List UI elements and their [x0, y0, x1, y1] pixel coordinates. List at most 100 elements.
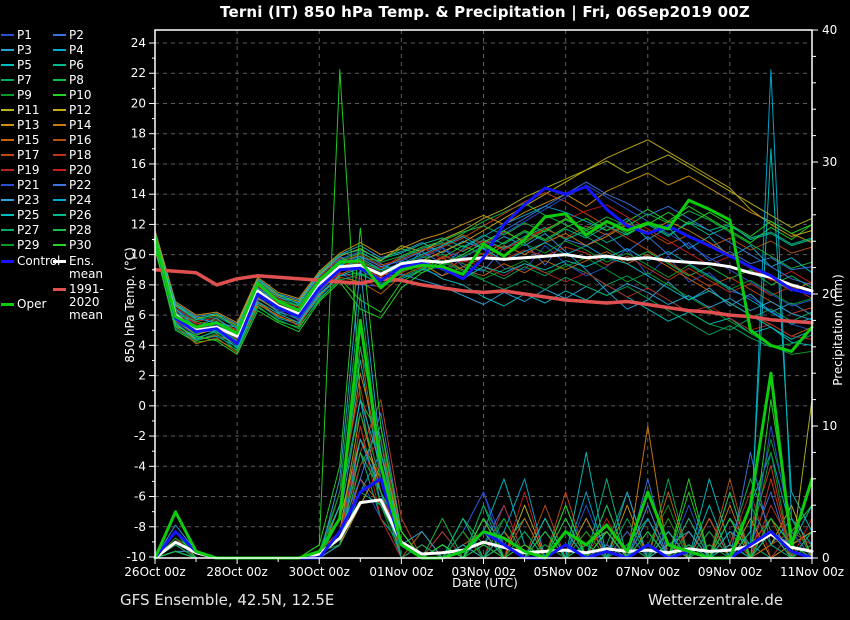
chart-title: Terni (IT) 850 hPa Temp. & Precipitation…	[220, 3, 750, 21]
legend-label: P18	[69, 148, 92, 162]
legend-label: P12	[69, 103, 92, 117]
date-tick-label: 09Nov 00z	[698, 565, 762, 579]
legend-label: P26	[69, 208, 92, 222]
legend-label: Oper	[17, 297, 47, 311]
precip-tick-label: 20	[822, 287, 837, 301]
legend-item-p19: P19	[1, 164, 40, 177]
legend-label: P20	[69, 163, 92, 177]
member-temp-P15	[154, 240, 813, 354]
temp-tick-label: -4	[134, 459, 146, 473]
legend-swatch	[1, 64, 14, 66]
legend-label: P30	[69, 238, 92, 252]
legend-swatch	[53, 79, 66, 81]
legend-swatch	[53, 288, 66, 291]
legend-item-p30: P30	[53, 239, 92, 252]
legend-label: P22	[69, 178, 92, 192]
legend-label: P6	[69, 58, 84, 72]
legend-item-ens-mean: Ens. mean	[53, 255, 118, 281]
legend-label: P14	[69, 118, 92, 132]
member-temp-P25	[154, 240, 813, 349]
legend-label: P7	[17, 73, 32, 87]
legend-swatch	[53, 94, 66, 96]
legend-swatch	[53, 229, 66, 231]
legend-label: P9	[17, 88, 32, 102]
control-temp-line	[153, 185, 814, 346]
legend-label: P15	[17, 133, 40, 147]
legend-label: P3	[17, 43, 32, 57]
legend-label: P27	[17, 223, 40, 237]
legend-swatch	[53, 64, 66, 66]
legend-label: P17	[17, 148, 40, 162]
legend-item-p7: P7	[1, 74, 32, 87]
legend-item-control: Control	[1, 255, 60, 268]
temp-tick-label: 18	[131, 127, 146, 141]
legend-item-p11: P11	[1, 104, 40, 117]
legend-item-p16: P16	[53, 134, 92, 147]
legend-label: P5	[17, 58, 32, 72]
legend-swatch	[53, 34, 66, 36]
legend-item-p1: P1	[1, 29, 32, 42]
legend-item-p9: P9	[1, 89, 32, 102]
legend-swatch	[53, 49, 66, 51]
member-temp-P12	[154, 139, 813, 342]
legend-swatch	[1, 49, 14, 51]
temp-tick-label: 0	[138, 399, 146, 413]
legend-item-p23: P23	[1, 194, 40, 207]
legend-item-p29: P29	[1, 239, 40, 252]
legend-label: Ens. mean	[69, 254, 104, 281]
temp-tick-label: 16	[131, 157, 146, 171]
temp-tick-label: -6	[134, 490, 146, 504]
temp-tick-label: 2	[138, 369, 146, 383]
legend-label: P8	[69, 73, 84, 87]
precip-tick-label: 10	[822, 419, 837, 433]
left-axis-title: 850 hPa Temp. (°C)	[123, 247, 137, 363]
legend-label: P4	[69, 43, 84, 57]
legend-swatch	[1, 154, 14, 156]
legend-label: P29	[17, 238, 40, 252]
legend-swatch	[1, 109, 14, 111]
temp-tick-label: 22	[131, 66, 146, 80]
legend-swatch	[1, 124, 14, 126]
date-tick-label: 05Nov 00z	[534, 565, 598, 579]
legend-item-p8: P8	[53, 74, 84, 87]
legend-item-p2: P2	[53, 29, 84, 42]
legend-label: P24	[69, 193, 92, 207]
legend-swatch	[53, 169, 66, 171]
legend-label: P1	[17, 28, 32, 42]
date-tick-label: 28Oct 00z	[206, 565, 267, 579]
legend-item-p22: P22	[53, 179, 92, 192]
legend: P1 P2 P3 P4 P5 P6 P7 P8 P9 P10 P11 P12 P13 P14 P15 P16 P…	[0, 0, 118, 340]
legend-item-p28: P28	[53, 224, 92, 237]
legend-label: P11	[17, 103, 40, 117]
member-temp-P23	[154, 246, 813, 328]
legend-swatch	[1, 229, 14, 231]
legend-item-p13: P13	[1, 119, 40, 132]
legend-swatch	[1, 139, 14, 141]
legend-item-p24: P24	[53, 194, 92, 207]
temp-tick-label: 24	[131, 36, 146, 50]
temp-tick-label: 10	[131, 248, 146, 262]
watermark-text: Wetterzentrale.de	[648, 591, 784, 609]
precip-tick-label: 30	[822, 155, 837, 169]
legend-swatch	[1, 94, 14, 96]
legend-item-p20: P20	[53, 164, 92, 177]
legend-item-p10: P10	[53, 89, 92, 102]
date-tick-label: 03Nov 00z	[451, 565, 515, 579]
temp-tick-label: -8	[134, 520, 146, 534]
member-temp-P13	[154, 172, 813, 324]
legend-label: P28	[69, 223, 92, 237]
temp-tick-label: -2	[134, 429, 146, 443]
legend-label: Control	[17, 254, 61, 268]
legend-swatch	[1, 79, 14, 81]
legend-swatch	[53, 184, 66, 186]
legend-item-p14: P14	[53, 119, 92, 132]
legend-item-oper: Oper	[1, 298, 46, 311]
legend-swatch	[53, 139, 66, 141]
member-temp-P27	[154, 245, 813, 352]
legend-item-p21: P21	[1, 179, 40, 192]
legend-label: P10	[69, 88, 92, 102]
legend-item-climate-mean: 1991-2020 mean	[53, 283, 127, 322]
legend-swatch	[1, 199, 14, 201]
temp-tick-label: -10	[126, 550, 146, 564]
